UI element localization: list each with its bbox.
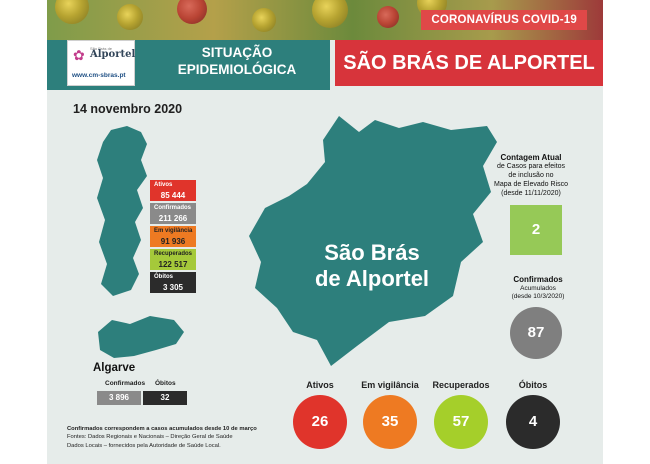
confirmados-acumulados-value: 87 xyxy=(510,307,562,359)
header-situation-line2: EPIDEMIOLÓGICA xyxy=(177,62,297,77)
logo-name: Alportel xyxy=(90,49,136,60)
conf-acc-line2: Acumulados xyxy=(520,284,556,292)
national-stat-value: 211 266 xyxy=(150,213,196,224)
portugal-map xyxy=(97,126,147,296)
national-stat-value: 85 444 xyxy=(150,190,196,201)
contagem-value: 2 xyxy=(510,205,562,255)
map-label: São Brás de Alportel xyxy=(307,240,437,292)
conf-acc-line1: Confirmados xyxy=(513,275,563,284)
local-stat-circle: 57 xyxy=(434,395,488,449)
national-stat-value: 91 936 xyxy=(150,236,196,247)
local-stat-circle: 4 xyxy=(506,395,560,449)
note-line1: Confirmados correspondem a casos acumula… xyxy=(67,426,257,432)
national-stat-label: Recuperados xyxy=(150,249,196,259)
local-stat-label: Ativos xyxy=(306,380,334,390)
flower-icon: ✿ xyxy=(73,47,85,63)
municipality-logo[interactable]: ✿ São Brás de Alportel www.cm-sbras.pt xyxy=(67,40,135,86)
map-label-line1: São Brás xyxy=(324,240,420,265)
algarve-confirmados-label: Confirmados xyxy=(105,380,146,387)
infographic: CORONAVÍRUS COVID-19 ✿ São Brás de Alpor… xyxy=(47,0,603,464)
conf-acc-line3: (desde 10/3/2020) xyxy=(511,293,565,300)
covid-tag: CORONAVÍRUS COVID-19 xyxy=(421,10,587,30)
contagem-line5: (desde 11/11/2020) xyxy=(501,190,561,197)
national-stat-label: Ativos xyxy=(150,180,196,190)
local-stat-circle: 26 xyxy=(293,395,347,449)
local-stat-circle: 35 xyxy=(363,395,417,449)
logo-url[interactable]: www.cm-sbras.pt xyxy=(72,72,126,79)
algarve-confirmados-value: 3 896 xyxy=(97,391,141,405)
national-stat-label: Óbitos xyxy=(150,272,196,282)
algarve-obitos-value: 32 xyxy=(143,391,187,405)
note-line2: Fontes: Dados Regionais e Nacionais – Di… xyxy=(67,434,233,441)
algarve-obitos-label: Óbitos xyxy=(155,380,176,387)
contagem-line2: de Casos para efeitos xyxy=(496,163,566,170)
national-stat-label: Confirmados xyxy=(150,203,196,213)
logo-subtitle: São Brás de xyxy=(90,46,113,51)
local-stat-label: Recuperados xyxy=(432,380,490,390)
local-stat-label: Óbitos xyxy=(518,380,548,390)
note-line3: Dados Locais – fornecidos pela Autoridad… xyxy=(67,442,221,449)
national-stat-label: Em vigilância xyxy=(150,226,196,236)
algarve-map xyxy=(98,316,184,358)
national-stat-value: 122 517 xyxy=(150,259,196,270)
algarve-title: Algarve xyxy=(93,362,136,374)
contagem-line1: Contagem Atual xyxy=(500,153,562,162)
header-situation: SITUAÇÃO EPIDEMIOLÓGICA xyxy=(157,44,317,78)
contagem-line4: Mapa de Elevado Risco xyxy=(494,181,568,188)
footnotes: Confirmados correspondem a casos acumula… xyxy=(67,425,257,450)
map-label-line2: de Alportel xyxy=(314,266,430,291)
report-date: 14 novembro 2020 xyxy=(73,102,183,116)
contagem-line3: de inclusão no xyxy=(508,172,554,179)
header-location: SÃO BRÁS DE ALPORTEL xyxy=(335,40,603,86)
sao-bras-map xyxy=(249,116,497,366)
confirmados-acumulados-caption: Confirmados Acumulados (desde 10/3/2020) xyxy=(490,275,586,302)
header-situation-line1: SITUAÇÃO xyxy=(201,45,273,60)
contagem-caption: Contagem Atual de Casos para efeitos de … xyxy=(485,153,577,198)
local-stat-label: Em vigilância xyxy=(361,380,419,390)
national-stat-value: 3 305 xyxy=(150,282,196,293)
covid-banner: CORONAVÍRUS COVID-19 xyxy=(47,0,603,40)
